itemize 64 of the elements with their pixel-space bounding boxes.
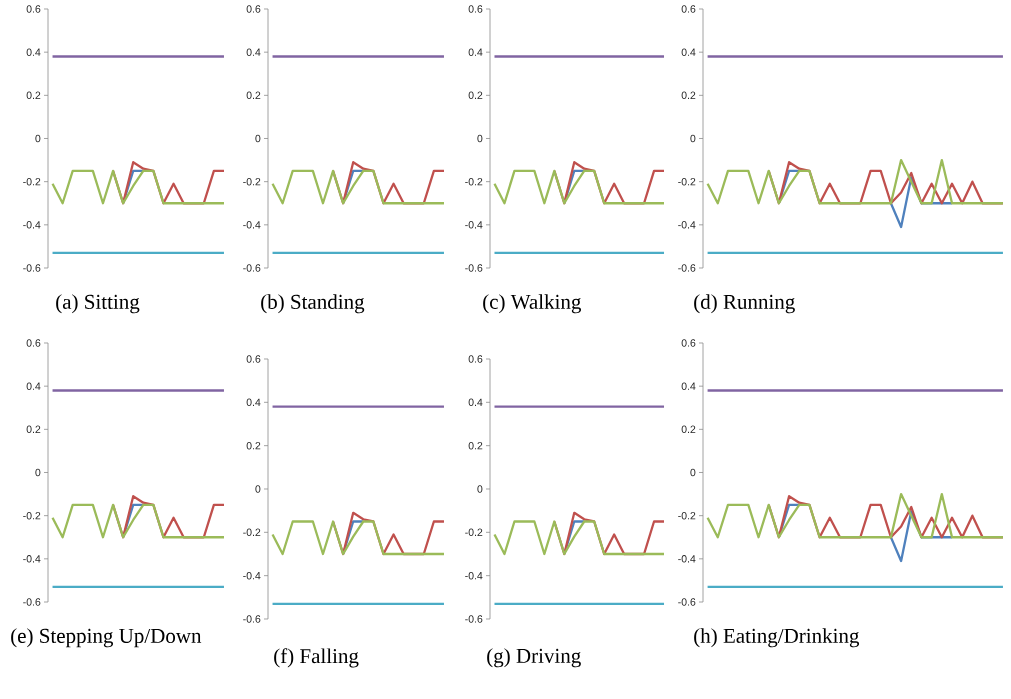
y-tick-label: 0.2	[468, 441, 483, 450]
y-tick-label: 0.4	[246, 48, 261, 56]
y-tick-label: 0.4	[26, 48, 41, 56]
y-tick-label: -0.2	[243, 528, 261, 537]
y-tick-label: 0.4	[468, 398, 483, 407]
y-tick-label: -0.2	[465, 177, 483, 186]
y-tick-label: 0.6	[468, 355, 483, 363]
text: (b) Standing	[261, 294, 365, 314]
y-tick-label: 0	[477, 485, 483, 493]
y-tick-label: 0.2	[246, 441, 261, 450]
y-tick-label: 0.6	[468, 5, 483, 13]
y-tick-label: 0.6	[246, 5, 261, 13]
y-tick-label: 0.6	[681, 5, 696, 13]
y-tick-label: 0.6	[26, 5, 41, 13]
y-tick-label: -0.2	[23, 177, 41, 186]
y-tick-label: -0.4	[465, 221, 483, 229]
y-tick-label: 0	[35, 134, 41, 143]
y-tick-label: -0.2	[243, 177, 261, 186]
y-tick-label: -0.6	[23, 598, 41, 606]
y-tick-label: -0.6	[243, 615, 261, 623]
y-tick-label: 0.4	[681, 48, 696, 56]
y-tick-label: 0.6	[246, 355, 261, 363]
y-tick-label: -0.2	[23, 511, 41, 520]
y-tick-label: 0	[255, 485, 261, 493]
text: (a) Sitting	[56, 294, 140, 314]
y-tick-label: -0.4	[465, 571, 483, 580]
y-tick-label: 0.2	[26, 91, 41, 100]
y-tick-label: 0.2	[468, 91, 483, 100]
y-tick-label: 0.4	[468, 48, 483, 56]
y-tick-label: -0.6	[678, 264, 696, 272]
y-tick-label: -0.4	[23, 555, 41, 563]
text: (f) Falling	[274, 648, 359, 668]
y-tick-label: 0.2	[681, 425, 696, 434]
text: (c) Walking	[483, 294, 582, 314]
y-tick-label: 0	[35, 468, 41, 477]
y-tick-label: 0.6	[26, 339, 41, 347]
y-tick-label: -0.4	[678, 221, 696, 229]
y-tick-label: 0.4	[246, 398, 261, 407]
y-tick-label: -0.4	[678, 555, 696, 563]
y-tick-label: 0	[255, 134, 261, 143]
y-tick-label: 0.4	[26, 382, 41, 390]
y-tick-label: -0.6	[678, 598, 696, 606]
y-tick-label: -0.2	[465, 528, 483, 537]
y-tick-label: -0.4	[23, 221, 41, 229]
text: (e) Stepping Up/Down	[11, 628, 202, 648]
y-tick-label: -0.2	[678, 177, 696, 186]
y-tick-label: -0.6	[23, 264, 41, 272]
y-tick-label: 0.2	[246, 91, 261, 100]
y-tick-label: 0	[477, 134, 483, 143]
y-tick-label: -0.6	[465, 264, 483, 272]
y-tick-label: 0.4	[681, 382, 696, 390]
y-tick-label: 0.2	[26, 425, 41, 434]
text: (g) Driving	[487, 648, 581, 668]
y-tick-label: -0.2	[678, 511, 696, 520]
text: (d) Running	[694, 294, 795, 314]
y-tick-label: -0.6	[243, 264, 261, 272]
y-tick-label: -0.6	[465, 615, 483, 623]
y-tick-label: 0.6	[681, 339, 696, 347]
y-tick-label: -0.4	[243, 221, 261, 229]
y-tick-label: 0	[690, 134, 696, 143]
y-tick-label: 0	[690, 468, 696, 477]
y-tick-label: -0.4	[243, 571, 261, 580]
text: (h) Eating/Drinking	[694, 628, 860, 648]
y-tick-label: 0.2	[681, 91, 696, 100]
